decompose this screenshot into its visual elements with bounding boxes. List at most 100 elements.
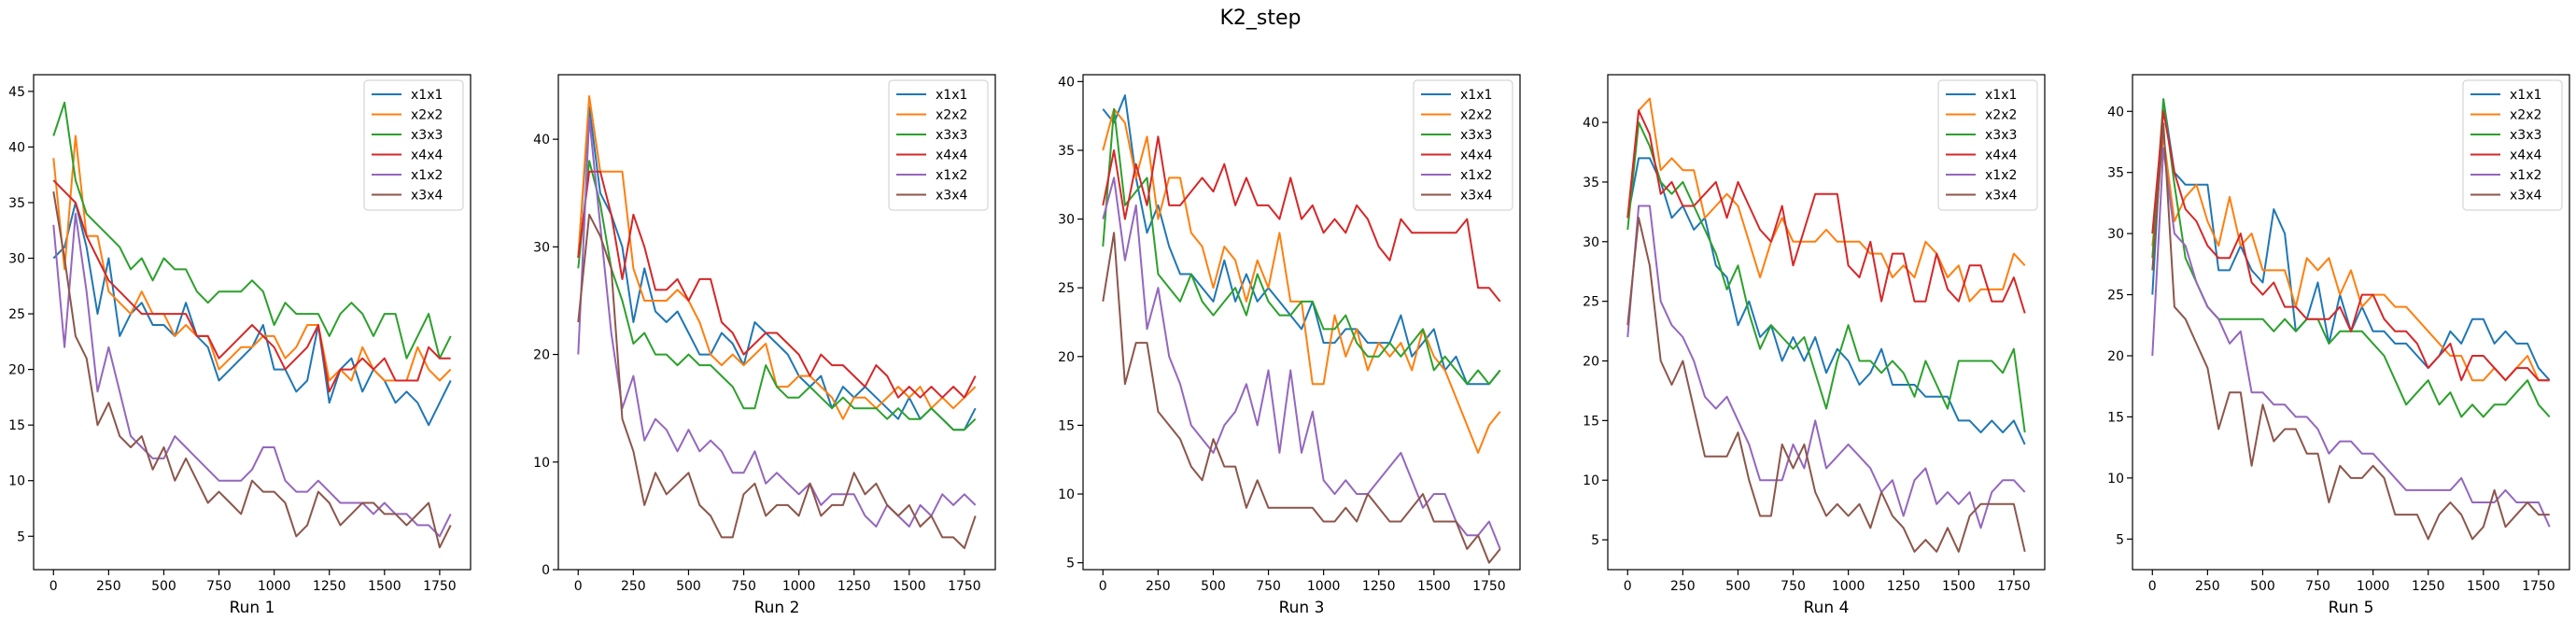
x-tick-label: 1500 [893, 579, 926, 594]
x-tick-label: 250 [96, 579, 121, 594]
series-line-x3x3 [52, 101, 452, 360]
x-tick-label: 0 [49, 579, 58, 594]
legend-label-x1x1: x1x1 [1460, 88, 1492, 103]
series-line-x2x2 [1626, 97, 2026, 303]
legend-label-x3x3: x3x3 [1460, 128, 1492, 143]
series-line-x3x3 [577, 160, 977, 431]
legend-label-x3x3: x3x3 [411, 128, 443, 143]
x-tick-label: 750 [2305, 579, 2330, 594]
x-tick-label: 1750 [1997, 579, 2031, 594]
legend-label-x4x4: x4x4 [1460, 148, 1492, 163]
series-line-x3x4 [2151, 122, 2550, 541]
x-tick-label: 1250 [838, 579, 871, 594]
legend-label-x4x4: x4x4 [411, 148, 443, 163]
y-tick-label: 20 [8, 363, 25, 378]
y-tick-label: 35 [1583, 176, 1599, 191]
y-tick-label: 35 [1058, 144, 1075, 159]
y-tick-label: 20 [1583, 355, 1599, 370]
x-tick-label: 1500 [2467, 579, 2500, 594]
subplot-4: 0 250 500 750 1000 1250 1500 1750 5 10 15 20 25 30 35 4… [1583, 74, 2046, 617]
x-tick-label: 1500 [1417, 579, 1451, 594]
series-line-x1x2 [577, 117, 977, 528]
axes-frame [557, 74, 996, 571]
x-axis-label: Run 2 [754, 599, 800, 617]
legend-label-x2x2: x2x2 [411, 108, 443, 123]
x-axis-label: Run 1 [230, 599, 275, 617]
x-tick-label: 1500 [368, 579, 401, 594]
series-line-x2x2 [2151, 134, 2550, 382]
x-axis-label: Run 4 [1804, 599, 1850, 617]
legend-box [2462, 79, 2563, 211]
legend-label-x3x4: x3x4 [1985, 189, 2017, 204]
x-tick-label: 750 [1256, 579, 1281, 594]
y-tick-label: 40 [533, 133, 550, 148]
x-tick-label: 500 [1725, 579, 1751, 594]
series-line-x1x1 [1626, 157, 2026, 445]
legend-label-x2x2: x2x2 [1460, 108, 1492, 123]
x-tick-label: 750 [731, 579, 756, 594]
legend: x1x1 x2x2 x3x3 x4x4 x1x2 x3x4 [363, 79, 464, 211]
x-tick-label: 500 [676, 579, 701, 594]
legend-label-x1x2: x1x2 [1985, 168, 2017, 183]
figure-title: K2_step [1219, 7, 1301, 30]
y-tick-label: 40 [1058, 75, 1075, 90]
x-tick-label: 0 [1099, 579, 1107, 594]
legend-label-x1x2: x1x2 [2510, 168, 2541, 183]
legend-label-x1x2: x1x2 [1460, 168, 1492, 183]
legend-label-x4x4: x4x4 [2510, 148, 2541, 163]
x-tick-label: 1000 [782, 579, 816, 594]
x-tick-label: 1000 [1307, 579, 1341, 594]
legend-label-x3x3: x3x3 [936, 128, 967, 143]
axes-frame [1082, 74, 1521, 571]
y-tick-label: 40 [8, 140, 25, 155]
legend: x1x1 x2x2 x3x3 x4x4 x1x2 x3x4 [2462, 79, 2563, 211]
legend-label-x3x4: x3x4 [411, 189, 443, 204]
series-line-x3x4 [1626, 217, 2026, 553]
x-tick-label: 500 [151, 579, 176, 594]
x-tick-label: 1000 [2357, 579, 2390, 594]
legend: x1x1 x2x2 x3x3 x4x4 x1x2 x3x4 [1937, 79, 2038, 211]
series-line-x1x1 [1102, 94, 1501, 386]
y-tick-label: 10 [8, 474, 25, 489]
legend-label-x3x4: x3x4 [936, 189, 967, 204]
y-tick-label: 30 [1058, 213, 1075, 228]
x-tick-label: 1250 [1887, 579, 1921, 594]
series-line-x1x2 [1626, 205, 2026, 529]
series-line-x3x4 [52, 191, 452, 549]
legend-label-x1x1: x1x1 [1985, 88, 2017, 103]
y-tick-label: 15 [8, 418, 25, 433]
legend-label-x2x2: x2x2 [2510, 108, 2541, 123]
legend-label-x3x3: x3x3 [1985, 128, 2017, 143]
legend-box [363, 79, 464, 211]
y-tick-label: 5 [2116, 532, 2124, 547]
x-tick-label: 0 [2148, 579, 2157, 594]
x-tick-label: 500 [1201, 579, 1226, 594]
legend-label-x3x4: x3x4 [1460, 189, 1492, 204]
y-tick-label: 10 [1583, 473, 1599, 488]
axes-frame [1607, 74, 2046, 571]
series-line-x4x4 [1102, 135, 1501, 303]
y-tick-label: 30 [2107, 227, 2124, 242]
y-tick-label: 25 [8, 307, 25, 322]
axes-frame [2132, 74, 2570, 571]
x-tick-label: 1250 [313, 579, 346, 594]
series-line-x1x2 [1102, 176, 1501, 550]
y-tick-label: 15 [1058, 418, 1075, 433]
y-tick-label: 10 [2107, 472, 2124, 487]
x-tick-label: 1750 [1472, 579, 1506, 594]
legend: x1x1 x2x2 x3x3 x4x4 x1x2 x3x4 [1413, 79, 1513, 211]
x-axis-label: Run 3 [1279, 599, 1325, 617]
x-tick-label: 1500 [1942, 579, 1976, 594]
y-tick-label: 10 [533, 456, 550, 471]
x-axis-label: Run 5 [2329, 599, 2374, 617]
y-tick-label: 25 [1583, 295, 1599, 310]
y-tick-label: 40 [1583, 116, 1599, 131]
series-line-x3x4 [577, 213, 977, 549]
legend-label-x1x2: x1x2 [936, 168, 967, 183]
x-tick-label: 250 [1670, 579, 1696, 594]
y-tick-label: 10 [1058, 487, 1075, 502]
y-tick-label: 45 [8, 85, 25, 100]
legend-label-x1x2: x1x2 [411, 168, 443, 183]
legend-box [1937, 79, 2038, 211]
